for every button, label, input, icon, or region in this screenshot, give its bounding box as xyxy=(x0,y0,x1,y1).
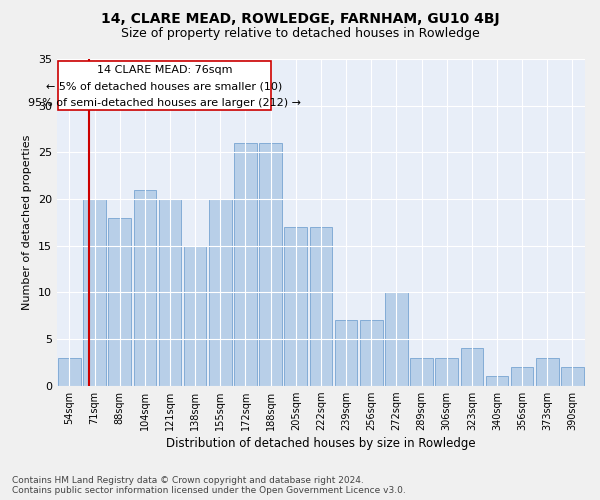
Text: 14, CLARE MEAD, ROWLEDGE, FARNHAM, GU10 4BJ: 14, CLARE MEAD, ROWLEDGE, FARNHAM, GU10 … xyxy=(101,12,499,26)
Bar xyxy=(360,320,383,386)
Bar xyxy=(335,320,358,386)
X-axis label: Distribution of detached houses by size in Rowledge: Distribution of detached houses by size … xyxy=(166,437,476,450)
Text: Size of property relative to detached houses in Rowledge: Size of property relative to detached ho… xyxy=(121,28,479,40)
Text: Contains HM Land Registry data © Crown copyright and database right 2024.
Contai: Contains HM Land Registry data © Crown c… xyxy=(12,476,406,495)
Bar xyxy=(184,246,206,386)
Bar xyxy=(209,199,232,386)
Text: ← 5% of detached houses are smaller (10): ← 5% of detached houses are smaller (10) xyxy=(46,81,283,91)
Bar xyxy=(109,218,131,386)
Bar xyxy=(561,367,584,386)
Bar xyxy=(461,348,483,386)
Bar xyxy=(158,199,181,386)
Bar xyxy=(536,358,559,386)
Bar xyxy=(284,227,307,386)
Bar xyxy=(134,190,156,386)
Bar xyxy=(385,292,407,386)
Text: 95% of semi-detached houses are larger (212) →: 95% of semi-detached houses are larger (… xyxy=(28,98,301,108)
Bar xyxy=(259,143,282,386)
Bar xyxy=(83,199,106,386)
FancyBboxPatch shape xyxy=(58,61,271,110)
Bar xyxy=(234,143,257,386)
Bar xyxy=(410,358,433,386)
Bar xyxy=(436,358,458,386)
Bar xyxy=(511,367,533,386)
Y-axis label: Number of detached properties: Number of detached properties xyxy=(22,134,32,310)
Text: 14 CLARE MEAD: 76sqm: 14 CLARE MEAD: 76sqm xyxy=(97,64,232,74)
Bar xyxy=(485,376,508,386)
Bar xyxy=(58,358,81,386)
Bar xyxy=(310,227,332,386)
